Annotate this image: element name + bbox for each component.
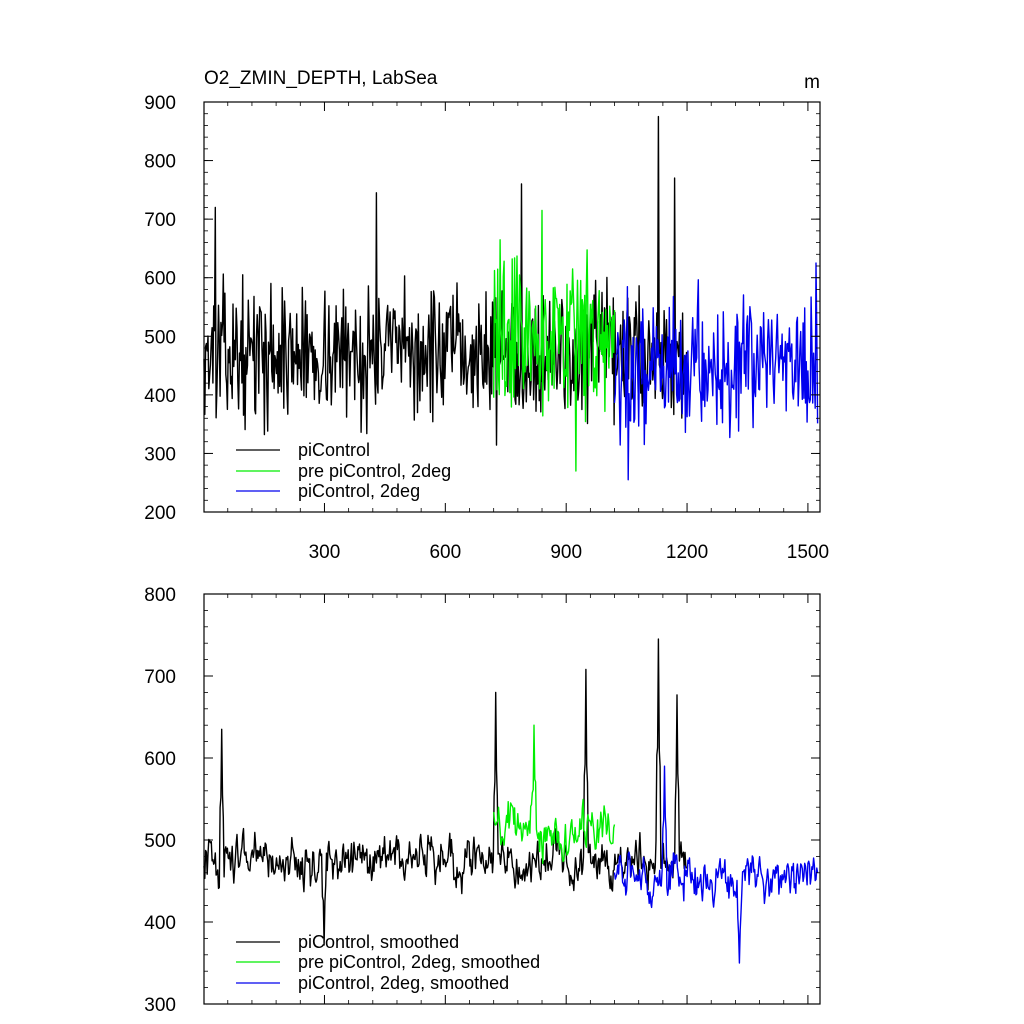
y-tick-label: 300 [144, 444, 176, 465]
x-tick-label: 900 [550, 542, 582, 563]
y-tick-label: 300 [144, 995, 176, 1016]
y-tick-label: 400 [144, 386, 176, 407]
y-tick-label: 600 [144, 749, 176, 770]
legend: piControl pre piControl, 2deg piControl,… [236, 440, 451, 501]
y-tick-label: 700 [144, 667, 176, 688]
series-line [493, 724, 616, 865]
series-layer [203, 638, 819, 964]
tick-layer: 300 400 500 600 700 800 [144, 585, 820, 1016]
series-layer [203, 115, 819, 481]
series-line [203, 638, 688, 946]
top-panel: O2_ZMIN_DEPTH, LabSea m 200 300 400 500 600 7… [144, 68, 829, 563]
y-tick-label: 400 [144, 913, 176, 934]
legend-label: piControl [298, 440, 370, 460]
legend: piControl, smoothed pre piControl, 2deg,… [236, 932, 540, 993]
x-tick-label: 300 [309, 542, 341, 563]
y-tick-label: 500 [144, 327, 176, 348]
legend-label: pre piControl, 2deg [298, 461, 451, 481]
y-tick-label: 700 [144, 210, 176, 231]
y-tick-label: 800 [144, 585, 176, 606]
legend-label: piControl, smoothed [298, 932, 459, 952]
y-tick-label: 500 [144, 831, 176, 852]
series-line [203, 115, 688, 446]
series-line [613, 262, 819, 481]
bottom-panel: 300 400 500 600 700 800 piControl, smoothed p… [144, 585, 821, 1016]
x-tick-label: 1200 [666, 542, 708, 563]
x-tick-label: 600 [429, 542, 461, 563]
chart-title: O2_ZMIN_DEPTH, LabSea [204, 68, 438, 89]
series-line [613, 765, 819, 964]
x-tick-label: 1500 [787, 542, 829, 563]
tick-layer: 200 300 400 500 600 700 800 900 300 600 900 1200 150… [144, 93, 829, 563]
units-label: m [804, 72, 820, 93]
plot-frame [203, 593, 821, 1005]
y-tick-label: 200 [144, 503, 176, 524]
y-tick-label: 900 [144, 93, 176, 114]
legend-label: piControl, 2deg [298, 481, 420, 501]
series-line [493, 209, 616, 472]
y-tick-label: 600 [144, 269, 176, 290]
legend-label: piControl, 2deg, smoothed [298, 973, 509, 993]
y-tick-label: 800 [144, 152, 176, 173]
plot-frame [203, 101, 821, 513]
legend-label: pre piControl, 2deg, smoothed [298, 952, 540, 972]
